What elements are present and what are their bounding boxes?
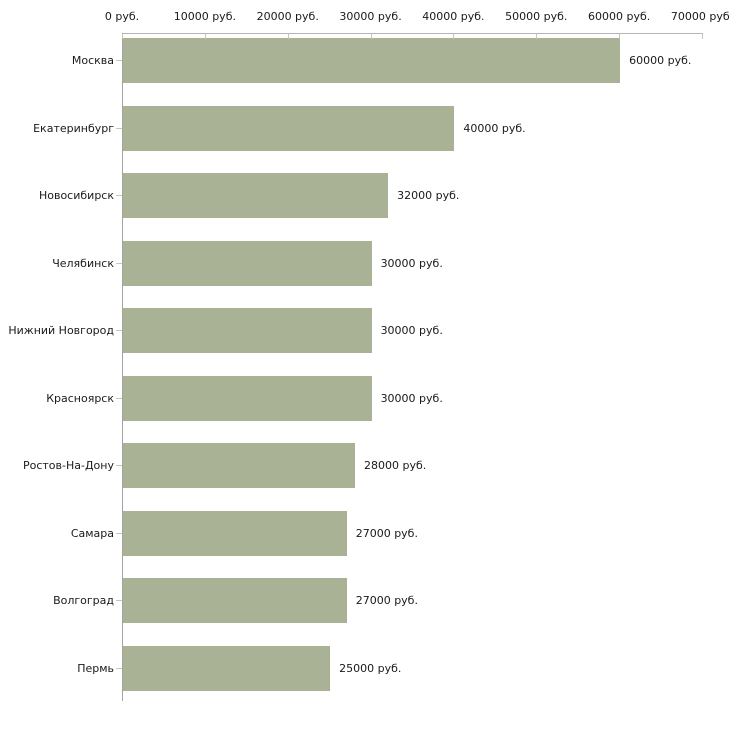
bar <box>123 645 331 691</box>
bar-row: Красноярск 30000 руб. <box>46 371 703 439</box>
category-label: Москва <box>71 54 114 67</box>
y-axis-tick-mark <box>116 397 122 399</box>
x-axis-tick-mark <box>536 34 538 39</box>
y-axis-tick-mark <box>116 600 122 601</box>
bar-row: Екатеринбург 40000 руб. <box>33 101 703 169</box>
x-axis-tick-mark <box>453 34 455 39</box>
value-label: 32000 руб. <box>397 189 460 202</box>
y-axis-tick-mark <box>116 330 122 331</box>
bar-row: Самара 27000 руб. <box>71 506 703 574</box>
y-axis-tick-mark <box>116 127 122 129</box>
y-axis-line <box>122 33 123 701</box>
value-label: 27000 руб. <box>355 526 418 540</box>
y-axis-tick-mark <box>116 667 122 669</box>
category-label: Красноярск <box>46 391 114 405</box>
y-axis-tick-mark <box>116 465 122 466</box>
bar <box>123 578 347 623</box>
bar <box>123 443 355 488</box>
value-label: 30000 руб. <box>380 324 443 337</box>
bar-row: Челябинск 30000 руб. <box>52 236 703 304</box>
value-label: 25000 руб. <box>339 661 402 675</box>
x-axis-tick-label: 10000 руб. <box>173 10 236 23</box>
x-axis-tick-mark <box>287 34 289 39</box>
y-axis-tick-mark <box>116 195 122 196</box>
category-label: Челябинск <box>52 256 114 270</box>
y-axis-tick-mark <box>116 60 122 61</box>
bar-row: Москва 60000 руб. <box>72 33 703 101</box>
x-axis-tick-mark <box>619 34 621 39</box>
category-label: Ростов-На-Дону <box>22 459 114 472</box>
x-axis-tick-label: 70000 руб. <box>670 10 730 23</box>
value-label: 40000 руб. <box>463 121 526 135</box>
x-axis: 0 руб. 10000 руб. 20000 руб. 30000 руб. 4000… <box>105 10 730 26</box>
bar <box>123 173 389 218</box>
x-axis-tick-label: 30000 руб. <box>339 10 402 23</box>
x-axis-line <box>122 33 703 34</box>
value-label: 27000 руб. <box>355 594 418 607</box>
bar-row: Новосибирск 32000 руб. <box>39 168 703 236</box>
bar-row: Ростов-На-Дону 28000 руб. <box>23 438 703 506</box>
category-label: Екатеринбург <box>33 121 114 135</box>
x-axis-tick-mark <box>702 34 703 39</box>
x-axis-tick-mark <box>204 34 206 39</box>
value-label: 30000 руб. <box>380 256 443 270</box>
x-axis-tick-label: 0 руб. <box>104 10 140 23</box>
category-label: Пермь <box>77 661 114 675</box>
bar-row: Волгоград 27000 руб. <box>53 573 703 641</box>
bar <box>123 375 372 421</box>
category-label: Новосибирск <box>38 189 114 202</box>
x-axis-tick-label: 20000 руб. <box>256 10 319 23</box>
bar <box>123 308 372 353</box>
bar-row: Нижний Новгород 30000 руб. <box>8 303 703 371</box>
category-label: Нижний Новгород <box>8 324 114 337</box>
bar <box>123 38 621 83</box>
x-axis-tick-label: 40000 руб. <box>422 10 485 23</box>
category-label: Самара <box>70 526 114 540</box>
x-axis-tick-mark <box>370 34 372 39</box>
x-axis-tick-mark <box>122 34 123 39</box>
bar <box>123 510 347 556</box>
bar <box>123 240 372 286</box>
bar <box>123 105 455 151</box>
plot-area: Москва 60000 руб. Екатеринбург 40000 руб. Но… <box>8 33 703 709</box>
x-axis-tick-label: 60000 руб. <box>588 10 651 23</box>
bar-row: Пермь 25000 руб. <box>77 641 703 709</box>
value-label: 60000 руб. <box>629 54 692 67</box>
value-label: 30000 руб. <box>380 391 443 405</box>
category-label: Волгоград <box>53 594 114 607</box>
x-axis-tick-label: 50000 руб. <box>505 10 568 23</box>
y-axis-tick-mark <box>116 532 122 534</box>
value-label: 28000 руб. <box>364 459 427 472</box>
y-axis-tick-mark <box>116 262 122 264</box>
